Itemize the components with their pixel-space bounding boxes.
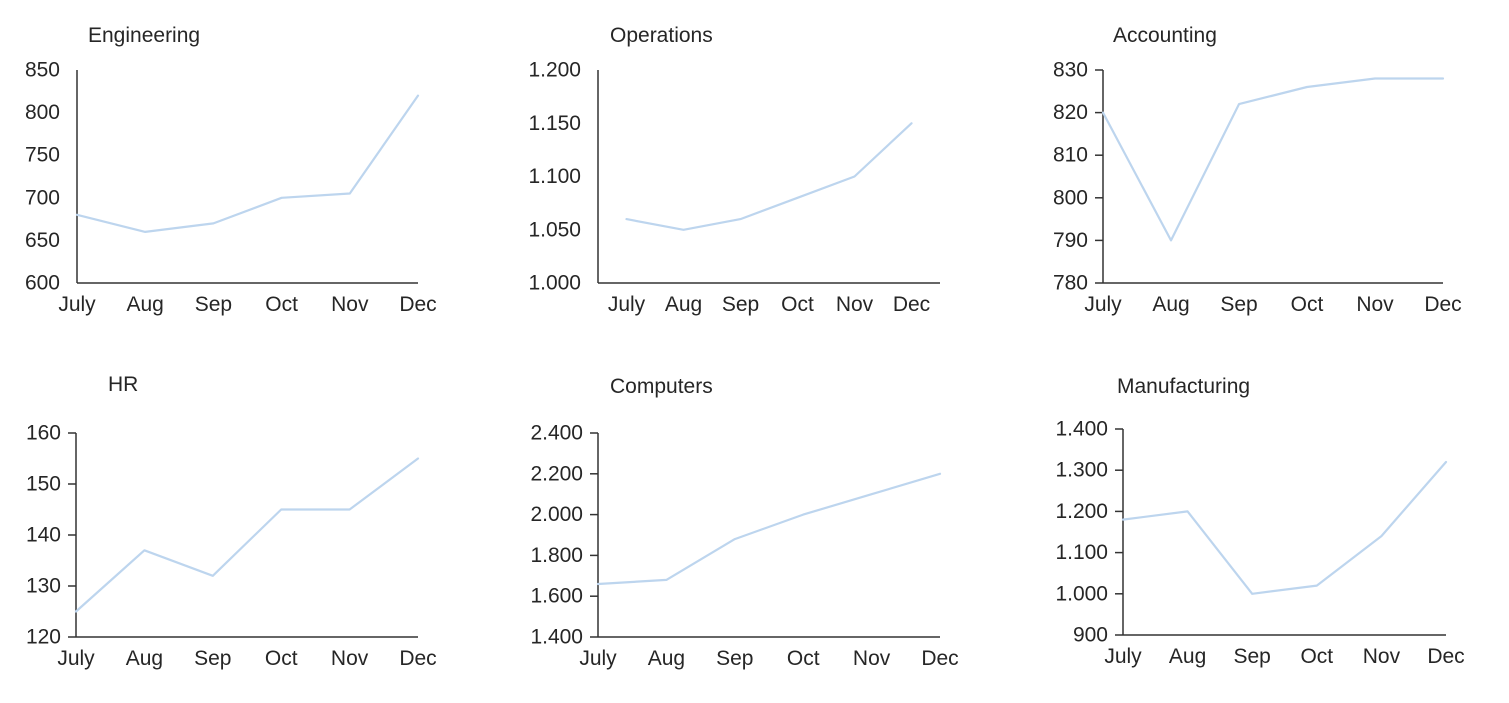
y-tick-label: 150	[26, 473, 61, 496]
chart-engineering: Engineering 600 650 700 750 800 850 July Aug Sep…	[0, 0, 503, 352]
x-tick-label: Dec	[921, 647, 958, 670]
x-tick-label: Sep	[1220, 293, 1257, 316]
x-tick-label: Sep	[195, 293, 232, 316]
y-tick-label: 800	[25, 101, 60, 124]
chart-title-manufacturing: Manufacturing	[1117, 375, 1251, 398]
chart-computers: Computers 1.400 1.600 1.800 2.000 2.200 2.400…	[500, 352, 1003, 703]
y-tick-label: 1.150	[528, 112, 581, 135]
y-tick-label: 1.000	[528, 272, 581, 295]
x-tick-label: Oct	[265, 647, 298, 670]
y-tick-label: 820	[1053, 101, 1088, 124]
chart-plot-area: 900 1.000 1.100 1.200 1.300 1.400 July Aug Sep Oc…	[1055, 418, 1464, 669]
y-tick-label: 1.200	[1055, 500, 1108, 523]
x-tick-label: Oct	[1300, 645, 1333, 668]
x-tick-label: July	[608, 293, 646, 316]
y-tick-label: 160	[26, 422, 61, 445]
x-tick-label: July	[58, 293, 96, 316]
y-tick-label: 700	[25, 186, 60, 209]
y-tick-label: 1.050	[528, 218, 581, 241]
y-tick-label: 2.400	[530, 422, 583, 445]
chart-plot-area: 1.400 1.600 1.800 2.000 2.200 2.400 July Aug Sep…	[530, 422, 958, 671]
chart-plot-area: 120 130 140 150 160 July Aug Sep Oct Nov Dec	[26, 422, 437, 671]
x-tick-label: Aug	[127, 293, 164, 316]
x-tick-label: Dec	[1427, 645, 1464, 668]
x-tick-label: July	[579, 647, 617, 670]
y-tick-label: 2.000	[530, 503, 583, 526]
x-tick-label: Nov	[331, 293, 369, 316]
y-tick-label: 1.800	[530, 544, 583, 567]
y-tick-label: 1.400	[530, 626, 583, 649]
y-tick-label: 140	[26, 524, 61, 547]
y-tick-label: 1.400	[1055, 418, 1108, 441]
x-tick-label: Dec	[399, 293, 436, 316]
y-tick-label: 1.200	[528, 59, 581, 82]
chart-title-engineering: Engineering	[88, 24, 201, 47]
x-tick-label: Dec	[399, 647, 436, 670]
y-tick-label: 750	[25, 144, 60, 167]
x-tick-label: Nov	[836, 293, 874, 316]
chart-plot-area: 600 650 700 750 800 850 July Aug Sep Oct Nov Dec	[25, 59, 437, 317]
x-tick-label: July	[1084, 293, 1122, 316]
y-tick-label: 120	[26, 626, 61, 649]
x-tick-label: Aug	[648, 647, 685, 670]
x-tick-label: Aug	[665, 293, 702, 316]
y-tick-label: 800	[1053, 186, 1088, 209]
x-tick-label: Oct	[781, 293, 814, 316]
y-tick-label: 1.600	[530, 585, 583, 608]
data-series-line	[596, 472, 942, 586]
x-tick-label: Nov	[331, 647, 369, 670]
x-tick-label: Aug	[1169, 645, 1206, 668]
x-tick-label: Aug	[1152, 293, 1189, 316]
chart-plot-area: 780 790 800 810 820 830 July Aug Sep Oct Nov Dec	[1053, 59, 1462, 317]
y-tick-label: 810	[1053, 144, 1088, 167]
x-tick-label: Nov	[1356, 293, 1394, 316]
y-tick-label: 900	[1073, 624, 1108, 647]
data-series-line	[75, 94, 420, 233]
y-tick-label: 2.200	[530, 462, 583, 485]
data-series-line	[74, 457, 420, 613]
chart-title-computers: Computers	[610, 375, 713, 398]
chart-accounting: Accounting 780 790 800 810 820 830 July Aug Sep O…	[1003, 0, 1509, 352]
y-tick-label: 790	[1053, 229, 1088, 252]
chart-hr: HR 120 130 140 150 160 July Aug Sep Oct Nov Dec	[0, 352, 503, 703]
x-tick-label: Oct	[1291, 293, 1324, 316]
y-tick-label: 780	[1053, 272, 1088, 295]
x-tick-label: Sep	[194, 647, 231, 670]
x-tick-label: Sep	[716, 647, 753, 670]
x-tick-label: July	[1104, 645, 1142, 668]
chart-plot-area: 1.000 1.050 1.100 1.150 1.200 July Aug Sep Oct No…	[528, 59, 940, 316]
y-tick-label: 1.100	[528, 165, 581, 188]
chart-manufacturing: Manufacturing 900 1.000 1.100 1.200 1.300 1.4…	[1003, 352, 1509, 703]
x-tick-label: Sep	[722, 293, 759, 316]
y-tick-label: 1.000	[1055, 582, 1108, 605]
x-tick-label: Nov	[853, 647, 891, 670]
data-series-line	[625, 122, 913, 231]
y-tick-label: 650	[25, 229, 60, 252]
y-tick-label: 850	[25, 59, 60, 82]
chart-operations: Operations 1.000 1.050 1.100 1.150 1.200 July…	[500, 0, 1003, 352]
y-tick-label: 1.100	[1055, 541, 1108, 564]
x-tick-label: Aug	[126, 647, 163, 670]
x-tick-label: Oct	[265, 293, 298, 316]
x-tick-label: July	[57, 647, 95, 670]
x-tick-label: Dec	[893, 293, 930, 316]
y-tick-label: 130	[26, 575, 61, 598]
x-tick-label: Dec	[1424, 293, 1461, 316]
x-tick-label: Nov	[1363, 645, 1401, 668]
chart-title-accounting: Accounting	[1113, 24, 1217, 47]
y-tick-label: 830	[1053, 59, 1088, 82]
data-series-line	[1101, 77, 1445, 242]
y-tick-label: 600	[25, 272, 60, 295]
data-series-line	[1121, 460, 1448, 595]
y-tick-label: 1.300	[1055, 459, 1108, 482]
x-tick-label: Sep	[1234, 645, 1271, 668]
x-tick-label: Oct	[787, 647, 820, 670]
chart-title-hr: HR	[108, 373, 139, 396]
chart-title-operations: Operations	[610, 24, 713, 47]
